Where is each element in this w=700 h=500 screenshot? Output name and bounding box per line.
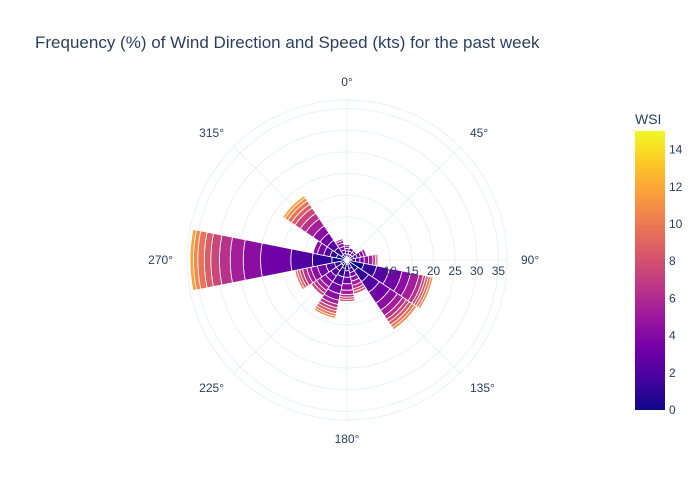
colorbar: WSI 0 2 4 6 8 10 12 14: [635, 111, 683, 417]
wind-bar-segment: [219, 234, 233, 286]
wind-bar-segment: [417, 276, 434, 310]
angular-tick-label: 0°: [341, 75, 353, 89]
colorbar-tick-label: 6: [669, 291, 676, 305]
wind-bar-segment: [367, 254, 374, 266]
colorbar-tick-label: 10: [669, 217, 683, 231]
chart-title: Frequency (%) of Wind Direction and Spee…: [35, 33, 540, 52]
colorbar-tick-label: 4: [669, 329, 676, 343]
radial-tick-label: 20: [427, 264, 441, 278]
wind-bar-segment: [229, 236, 246, 284]
wind-bar-segment: [313, 307, 337, 320]
wind-bar-segment: [189, 228, 197, 292]
radial-tick-label: 35: [492, 264, 506, 278]
radial-tick-label: 25: [448, 264, 462, 278]
wind-bar-segment: [363, 255, 370, 265]
wind-bars: [189, 195, 434, 331]
radial-tick-label: 30: [470, 264, 484, 278]
wind-bar-segment: [343, 244, 351, 247]
colorbar-tick-label: 0: [669, 403, 676, 417]
wind-bar-segment: [339, 289, 355, 295]
angular-gridline: [346, 146, 461, 261]
wind-bar-segment: [260, 242, 293, 278]
angular-tick-label: 315°: [199, 126, 224, 140]
radial-tick-label: 10: [384, 264, 398, 278]
wind-bar-segment: [290, 248, 314, 272]
colorbar-gradient: [635, 131, 665, 410]
wind-bar-segment: [282, 195, 306, 219]
colorbar-tick-label: 12: [669, 180, 683, 194]
colorbar-title: WSI: [635, 111, 661, 127]
colorbar-tick-label: 2: [669, 366, 676, 380]
wind-bar-segment: [242, 239, 263, 281]
wind-bar-segment: [340, 282, 354, 291]
angular-tick-label: 90°: [521, 253, 539, 267]
angular-tick-label: 135°: [470, 381, 495, 395]
wind-bar-segment: [376, 253, 379, 267]
angular-tick-label: 180°: [335, 432, 360, 446]
angular-tick-label: 270°: [148, 253, 173, 267]
wind-bar-segment: [391, 304, 418, 331]
radial-tick-label: 15: [405, 264, 419, 278]
colorbar-tick-label: 14: [669, 143, 683, 157]
wind-bar-segment: [338, 298, 356, 302]
angular-tick-label: 45°: [470, 126, 488, 140]
colorbar-tick-label: 8: [669, 254, 676, 268]
axis-labels: 0° 45° 90° 135° 180° 225° 270° 315° 10 15 20 25 30 35: [148, 75, 539, 446]
angular-tick-label: 225°: [199, 381, 224, 395]
wind-bar-segment: [334, 238, 344, 245]
